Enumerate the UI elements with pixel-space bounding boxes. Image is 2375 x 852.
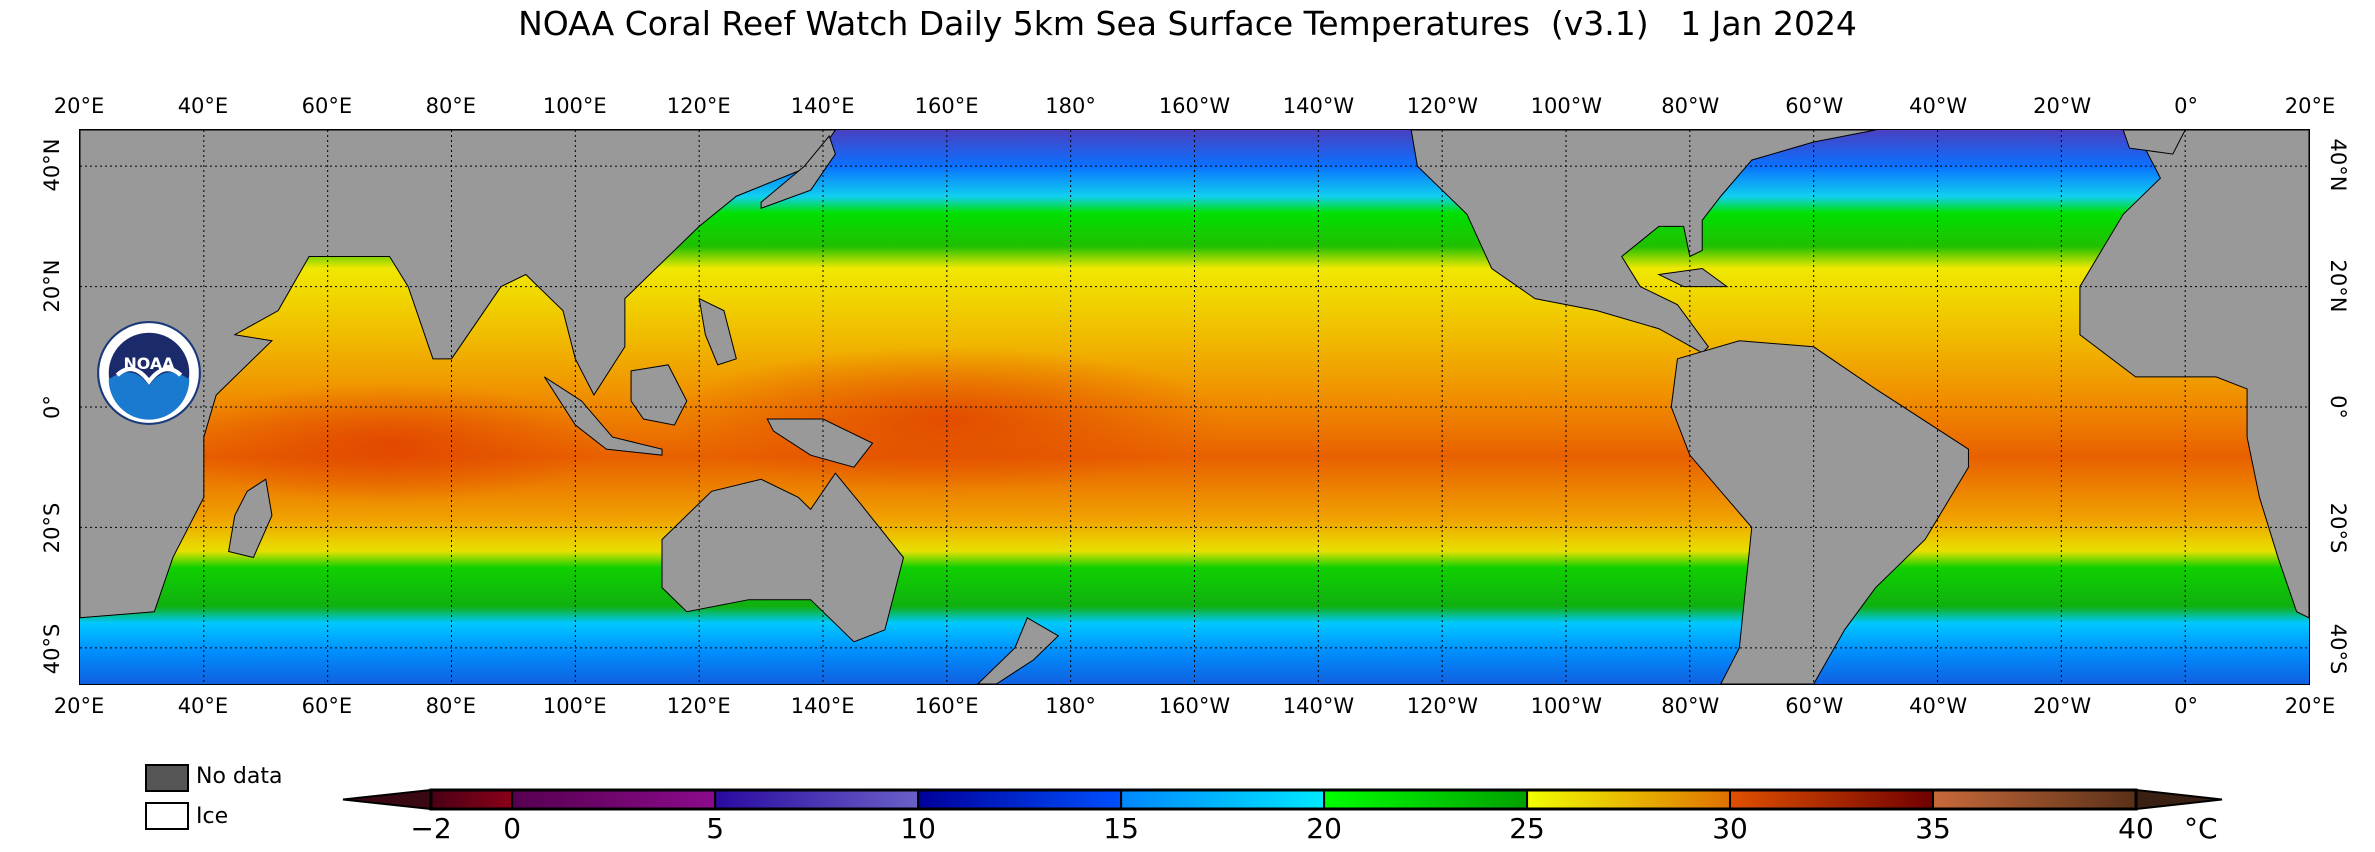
- colorbar: [342, 788, 2223, 811]
- land-new-guinea: [767, 419, 872, 467]
- land-madagascar: [229, 479, 272, 557]
- longitude-label: 160°W: [1158, 694, 1231, 718]
- longitude-label: 100°E: [542, 94, 607, 118]
- longitude-label: 140°W: [1282, 94, 1355, 118]
- legend-ice-swatch: [145, 802, 189, 830]
- land-new-zealand: [978, 618, 1058, 684]
- colorbar-segment: [1729, 789, 1935, 810]
- longitude-label: 0°: [2174, 694, 2198, 718]
- colorbar-unit: °C: [2184, 812, 2218, 845]
- latitude-label: 40°N: [2326, 138, 2350, 192]
- graticule: [80, 130, 2309, 684]
- longitude-label: 40°E: [177, 694, 229, 718]
- map-title: NOAA Coral Reef Watch Daily 5km Sea Surf…: [518, 4, 1857, 43]
- longitude-label: 120°E: [666, 694, 731, 718]
- colorbar-segment: [1120, 789, 1326, 810]
- colorbar-segment: [430, 789, 514, 810]
- colorbar-tick-label: 5: [706, 812, 725, 845]
- sst-map: [79, 129, 2310, 685]
- longitude-label: 100°E: [542, 694, 607, 718]
- land-japan: [761, 136, 835, 208]
- latitude-label: 0°: [40, 395, 64, 419]
- longitude-label: 160°E: [914, 94, 979, 118]
- colorbar-tick-label: 35: [1915, 812, 1951, 845]
- colorbar-segment: [1932, 789, 2137, 810]
- colorbar-tick-label: −2: [410, 812, 452, 845]
- land-borneo: [631, 365, 687, 425]
- colorbar-tick-label: 10: [900, 812, 936, 845]
- longitude-label: 20°E: [2284, 694, 2336, 718]
- longitude-label: 100°W: [1530, 94, 1603, 118]
- colorbar-segment: [1526, 789, 1732, 810]
- land-europe-north: [2123, 130, 2185, 154]
- legend-ice-label: Ice: [196, 804, 229, 829]
- colorbar-tick-label: 25: [1509, 812, 1545, 845]
- longitude-label: 80°E: [425, 694, 477, 718]
- longitude-label: 40°W: [1909, 94, 1968, 118]
- colorbar-segment: [917, 789, 1123, 810]
- longitude-label: 140°E: [790, 694, 855, 718]
- land-south-america: [1671, 341, 1968, 684]
- longitude-label: 140°E: [790, 94, 855, 118]
- colorbar-tick-label: 15: [1103, 812, 1139, 845]
- longitude-label: 0°: [2174, 94, 2198, 118]
- colorbar-tick-label: 0: [503, 812, 522, 845]
- latitude-label: 20°S: [40, 502, 64, 554]
- colorbar-tick-label: 20: [1306, 812, 1342, 845]
- latitude-label: 20°N: [40, 259, 64, 313]
- colorbar-under-triangle: [342, 788, 432, 811]
- longitude-label: 120°W: [1406, 694, 1479, 718]
- colorbar-segment: [1323, 789, 1529, 810]
- svg-text:NOAA: NOAA: [124, 354, 176, 373]
- longitude-label: 80°W: [1661, 94, 1720, 118]
- longitude-label: 40°E: [177, 94, 229, 118]
- indian-ocean-warm: [172, 382, 607, 504]
- longitude-label: 20°E: [2284, 94, 2336, 118]
- sst-map-canvas: [80, 130, 2309, 684]
- colorbar-segment: [511, 789, 717, 810]
- longitude-label: 60°E: [301, 694, 353, 718]
- colorbar-segment: [714, 789, 920, 810]
- longitude-label: 140°W: [1282, 694, 1355, 718]
- longitude-label: 20°E: [53, 694, 105, 718]
- noaa-logo: NOAA: [97, 321, 201, 425]
- land-afro-eurasia: [80, 130, 835, 618]
- colorbar-over-triangle: [2135, 788, 2223, 811]
- longitude-label: 60°W: [1785, 694, 1844, 718]
- longitude-label: 20°W: [2033, 94, 2092, 118]
- longitude-label: 60°E: [301, 94, 353, 118]
- longitude-label: 180°: [1045, 694, 1096, 718]
- colorbar-outline: [429, 788, 2138, 811]
- latitude-label: 20°N: [2326, 259, 2350, 313]
- longitude-label: 120°E: [666, 94, 731, 118]
- land-africa-west: [2080, 130, 2309, 618]
- land-north-america: [1411, 130, 1875, 353]
- longitude-label: 100°W: [1530, 694, 1603, 718]
- latitude-label: 40°N: [40, 138, 64, 192]
- latitude-label: 20°S: [2326, 502, 2350, 554]
- legend-no-data-label: No data: [196, 764, 283, 789]
- longitude-label: 80°W: [1661, 694, 1720, 718]
- latitude-label: 40°S: [40, 623, 64, 675]
- longitude-label: 20°E: [53, 94, 105, 118]
- warm-pool: [668, 346, 1226, 492]
- latitude-label: 0°: [2326, 395, 2350, 419]
- latitude-label: 40°S: [2326, 623, 2350, 675]
- longitude-label: 160°E: [914, 694, 979, 718]
- longitude-label: 20°W: [2033, 694, 2092, 718]
- colorbar-tick-label: 40: [2118, 812, 2154, 845]
- longitude-label: 80°E: [425, 94, 477, 118]
- longitude-label: 180°: [1045, 94, 1096, 118]
- colorbar-tick-label: 30: [1712, 812, 1748, 845]
- longitude-label: 160°W: [1158, 94, 1231, 118]
- land-philippines: [699, 299, 736, 365]
- legend-no-data-swatch: [145, 764, 189, 792]
- longitude-label: 120°W: [1406, 94, 1479, 118]
- longitude-label: 40°W: [1909, 694, 1968, 718]
- longitude-label: 60°W: [1785, 94, 1844, 118]
- land-australia: [662, 473, 903, 642]
